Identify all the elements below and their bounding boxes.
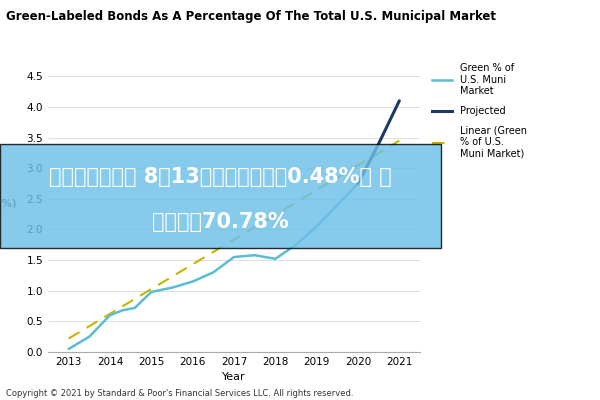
Legend: Green % of
U.S. Muni
Market, Projected, Linear (Green
% of U.S.
Muni Market): Green % of U.S. Muni Market, Projected, … <box>433 63 527 159</box>
Text: Copyright © 2021 by Standard & Poor's Financial Services LLC. All rights reserve: Copyright © 2021 by Standard & Poor's Fi… <box>6 389 353 398</box>
X-axis label: Year: Year <box>222 372 246 382</box>
Text: 现货配资平台网 8月13日立讯转债上涨0.48%， 转: 现货配资平台网 8月13日立讯转债上涨0.48%， 转 <box>49 167 392 187</box>
Text: 股溢价率70.78%: 股溢价率70.78% <box>152 212 289 232</box>
Text: Green-Labeled Bonds As A Percentage Of The Total U.S. Municipal Market: Green-Labeled Bonds As A Percentage Of T… <box>6 10 496 23</box>
Y-axis label: (%): (%) <box>0 198 17 208</box>
